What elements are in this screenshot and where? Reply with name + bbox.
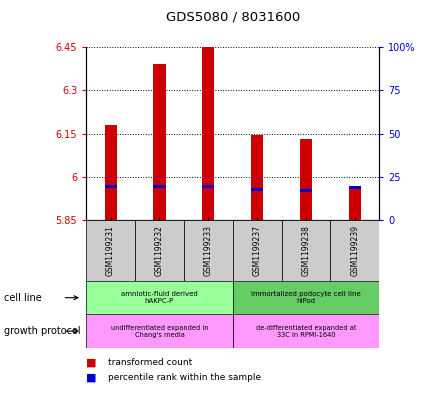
Bar — [250, 188, 263, 191]
Bar — [135, 220, 184, 281]
Text: GSM1199237: GSM1199237 — [252, 225, 261, 276]
Bar — [348, 186, 360, 189]
Bar — [86, 220, 135, 281]
Bar — [232, 281, 378, 314]
Bar — [153, 185, 165, 188]
Text: GDS5080 / 8031600: GDS5080 / 8031600 — [165, 11, 299, 24]
Text: ■: ■ — [86, 357, 96, 367]
Bar — [202, 185, 214, 188]
Bar — [250, 135, 263, 220]
Bar — [299, 189, 311, 191]
Text: undifferentiated expanded in
Chang's media: undifferentiated expanded in Chang's med… — [111, 325, 208, 338]
Bar — [348, 187, 360, 220]
Bar — [281, 220, 330, 281]
Text: growth protocol: growth protocol — [4, 326, 81, 336]
Text: percentile rank within the sample: percentile rank within the sample — [108, 373, 260, 382]
Bar — [104, 125, 117, 220]
Text: ■: ■ — [86, 372, 96, 382]
Text: GSM1199231: GSM1199231 — [106, 225, 115, 276]
Text: cell line: cell line — [4, 293, 42, 303]
Text: de-differentiated expanded at
33C in RPMI-1640: de-differentiated expanded at 33C in RPM… — [255, 325, 356, 338]
Text: GSM1199239: GSM1199239 — [350, 225, 359, 276]
Bar — [330, 220, 378, 281]
Text: GSM1199233: GSM1199233 — [203, 225, 212, 276]
Bar — [104, 185, 117, 188]
Bar — [232, 220, 281, 281]
Bar — [153, 64, 165, 220]
Bar — [86, 314, 232, 348]
Bar — [184, 220, 232, 281]
Bar — [86, 281, 232, 314]
Text: GSM1199238: GSM1199238 — [301, 225, 310, 276]
Bar — [202, 46, 214, 220]
Text: transformed count: transformed count — [108, 358, 191, 367]
Bar — [232, 314, 378, 348]
Bar — [299, 140, 311, 220]
Text: immortalized podocyte cell line
hIPod: immortalized podocyte cell line hIPod — [251, 291, 360, 304]
Text: amniotic-fluid derived
hAKPC-P: amniotic-fluid derived hAKPC-P — [121, 291, 197, 304]
Text: GSM1199232: GSM1199232 — [155, 225, 163, 276]
